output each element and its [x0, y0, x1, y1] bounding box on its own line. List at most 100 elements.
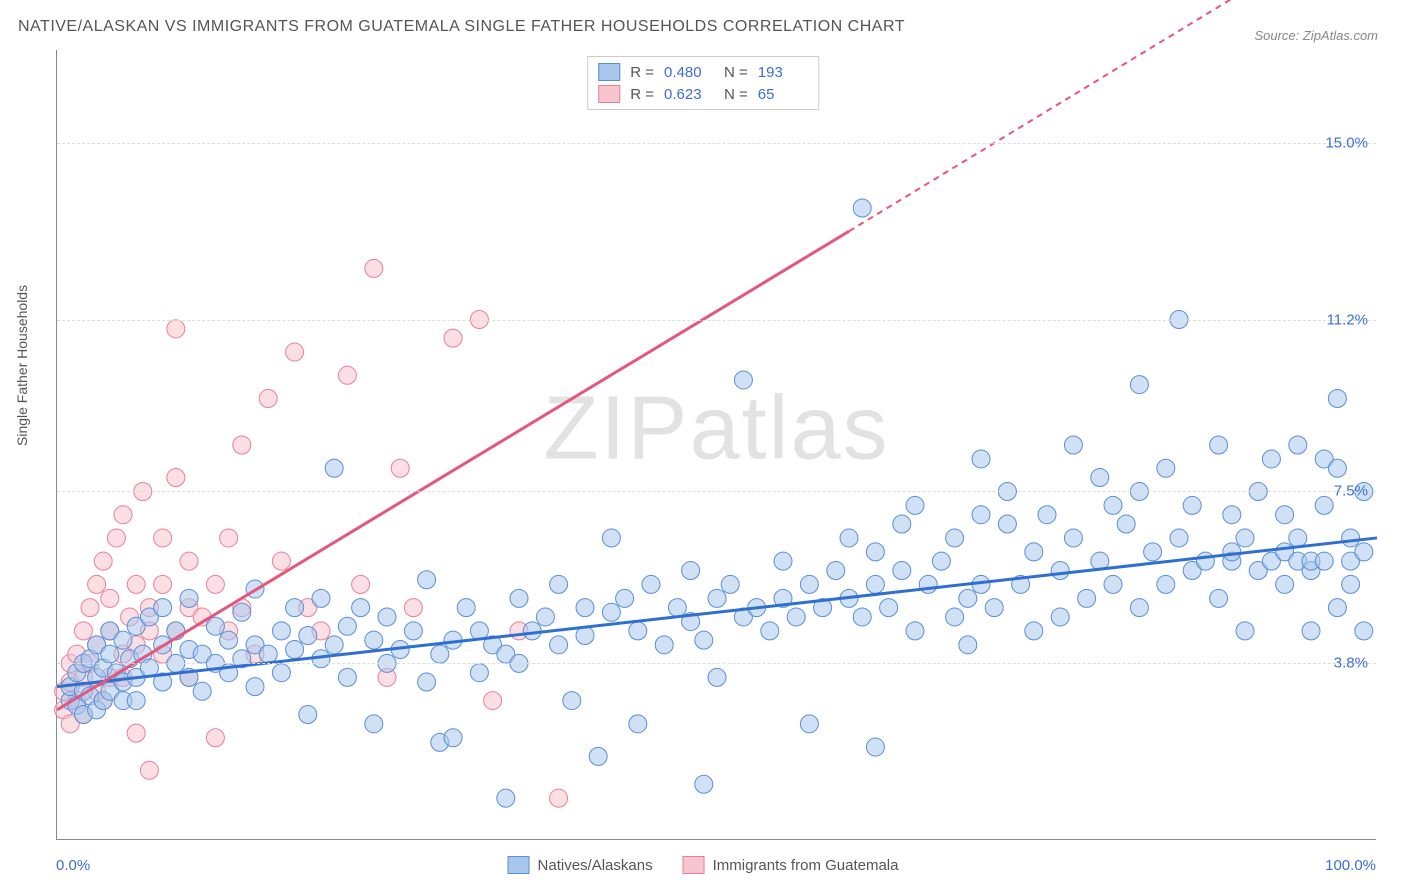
data-point: [1064, 436, 1082, 454]
legend-swatch-icon: [683, 856, 705, 874]
data-point: [418, 673, 436, 691]
data-point: [616, 589, 634, 607]
data-point: [1091, 469, 1109, 487]
data-point: [206, 617, 224, 635]
data-point: [1130, 599, 1148, 617]
data-point: [893, 515, 911, 533]
data-point: [523, 622, 541, 640]
data-point: [484, 692, 502, 710]
y-tick-label: 7.5%: [1334, 483, 1368, 500]
data-point: [272, 664, 290, 682]
data-point: [140, 761, 158, 779]
data-point: [167, 320, 185, 338]
data-point: [1196, 552, 1214, 570]
data-point: [721, 575, 739, 593]
data-point: [127, 575, 145, 593]
plot-area: ZIPatlas 3.8%7.5%11.2%15.0%: [56, 50, 1376, 840]
gridline: [57, 143, 1376, 144]
data-point: [1144, 543, 1162, 561]
data-point: [1025, 543, 1043, 561]
data-point: [959, 636, 977, 654]
data-point: [589, 747, 607, 765]
data-point: [233, 603, 251, 621]
data-point: [1302, 622, 1320, 640]
data-point: [1276, 506, 1294, 524]
data-point: [536, 608, 554, 626]
data-point: [774, 552, 792, 570]
data-point: [286, 599, 304, 617]
data-point: [180, 552, 198, 570]
data-point: [391, 459, 409, 477]
data-point: [365, 715, 383, 733]
data-point: [800, 575, 818, 593]
data-point: [1262, 450, 1280, 468]
data-point: [1170, 529, 1188, 547]
data-point: [946, 529, 964, 547]
data-point: [325, 636, 343, 654]
data-point: [893, 561, 911, 579]
data-point: [1276, 575, 1294, 593]
data-point: [972, 450, 990, 468]
n-label: N =: [724, 86, 748, 103]
data-point: [734, 371, 752, 389]
y-axis-title: Single Father Households: [14, 285, 30, 446]
data-point: [1328, 459, 1346, 477]
data-point: [998, 515, 1016, 533]
data-point: [365, 259, 383, 277]
data-point: [88, 575, 106, 593]
data-point: [1051, 561, 1069, 579]
data-point: [325, 459, 343, 477]
data-point: [866, 543, 884, 561]
data-point: [1328, 390, 1346, 408]
data-point: [642, 575, 660, 593]
data-point: [866, 575, 884, 593]
data-point: [233, 436, 251, 454]
r-label: R =: [630, 64, 654, 81]
n-value: 65: [758, 86, 808, 103]
y-tick-label: 11.2%: [1327, 311, 1368, 328]
data-point: [167, 469, 185, 487]
data-point: [1315, 552, 1333, 570]
data-point: [1223, 506, 1241, 524]
data-point: [193, 682, 211, 700]
data-point: [299, 706, 317, 724]
data-point: [246, 678, 264, 696]
legend-row: R = 0.480 N = 193: [598, 61, 808, 83]
source-label: Source: ZipAtlas.com: [1254, 28, 1378, 43]
data-point: [154, 529, 172, 547]
scatter-svg: [57, 50, 1376, 839]
data-point: [853, 608, 871, 626]
data-point: [1236, 622, 1254, 640]
data-point: [1355, 543, 1373, 561]
x-axis-max-label: 100.0%: [1325, 857, 1376, 874]
data-point: [1236, 529, 1254, 547]
data-point: [695, 631, 713, 649]
data-point: [602, 603, 620, 621]
data-point: [1078, 589, 1096, 607]
data-point: [220, 631, 238, 649]
data-point: [1289, 436, 1307, 454]
data-point: [352, 599, 370, 617]
data-point: [404, 599, 422, 617]
data-point: [972, 506, 990, 524]
data-point: [655, 636, 673, 654]
data-point: [154, 599, 172, 617]
data-point: [1157, 459, 1175, 477]
data-point: [1064, 529, 1082, 547]
n-value: 193: [758, 64, 808, 81]
r-value: 0.623: [664, 86, 714, 103]
legend-row: R = 0.623 N = 65: [598, 83, 808, 105]
data-point: [576, 599, 594, 617]
data-point: [629, 715, 647, 733]
data-point: [1289, 529, 1307, 547]
y-tick-label: 15.0%: [1325, 134, 1368, 151]
data-point: [1038, 506, 1056, 524]
data-point: [1183, 496, 1201, 514]
data-point: [272, 552, 290, 570]
data-point: [94, 552, 112, 570]
data-point: [708, 668, 726, 686]
n-label: N =: [724, 64, 748, 81]
data-point: [470, 664, 488, 682]
y-tick-label: 3.8%: [1334, 655, 1368, 672]
data-point: [497, 789, 515, 807]
